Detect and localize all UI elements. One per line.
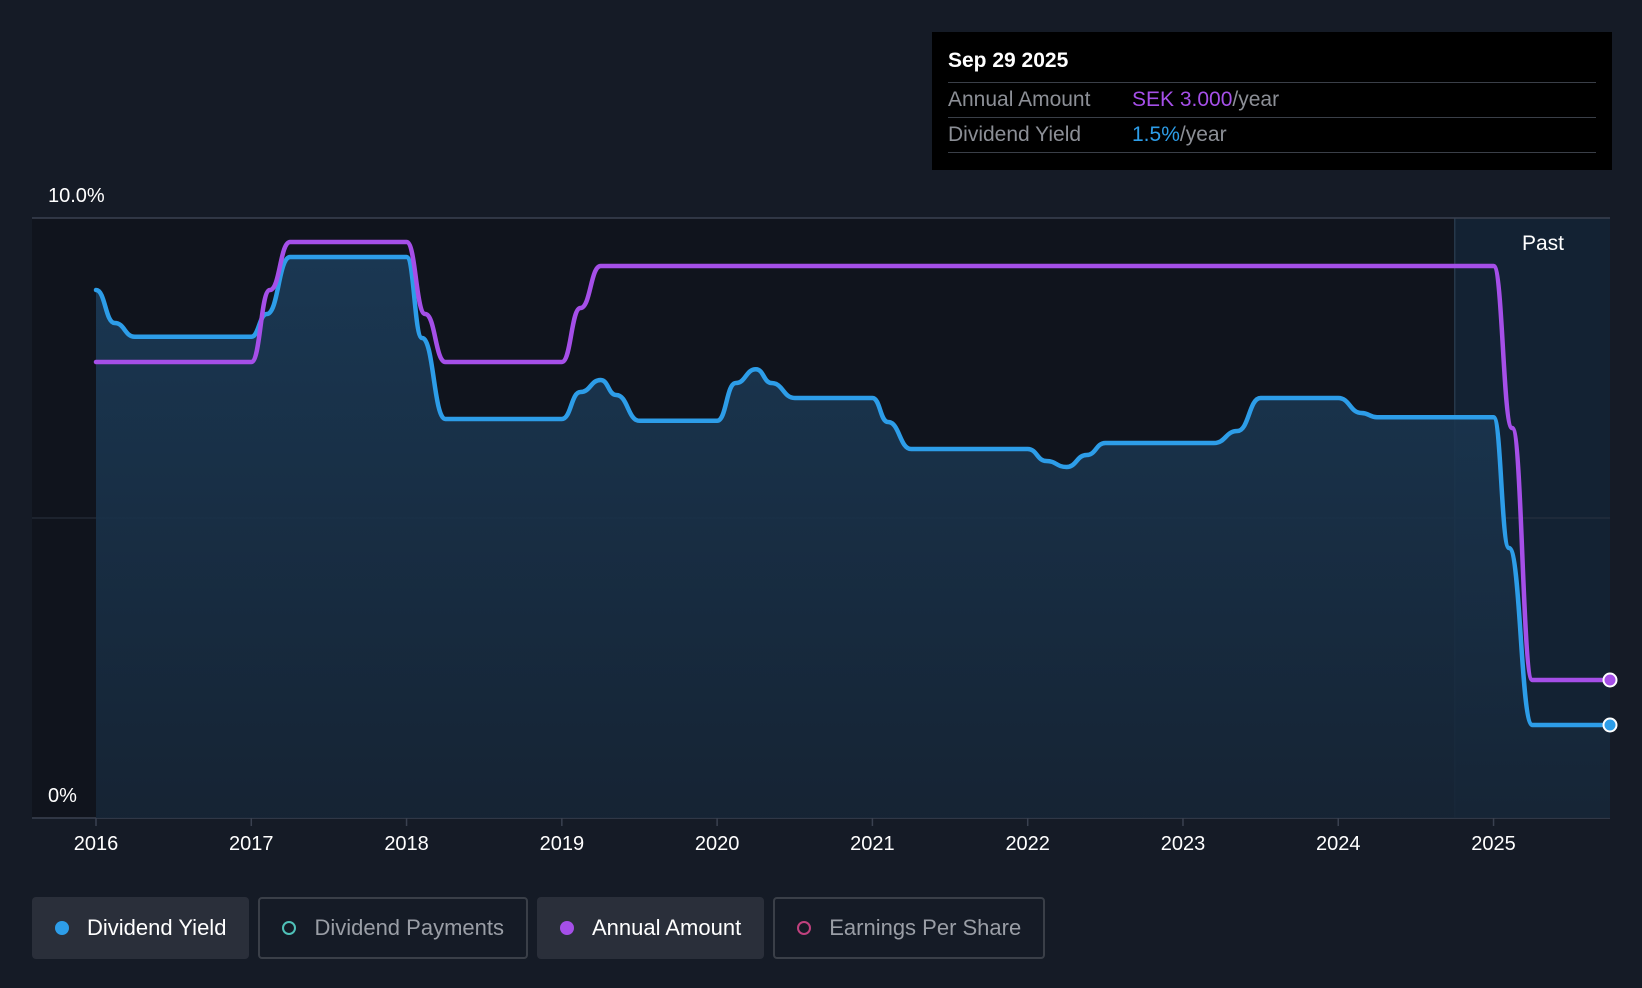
legend-dot-icon xyxy=(55,921,69,935)
legend-label: Earnings Per Share xyxy=(829,915,1022,940)
legend-label: Dividend Payments xyxy=(314,915,504,940)
legend-dividend-yield[interactable]: Dividend Yield xyxy=(32,897,250,959)
tooltip-unit: /year xyxy=(1179,123,1227,146)
legend-earnings-per-share[interactable]: Earnings Per Share xyxy=(773,897,1046,959)
legend-dot-icon xyxy=(282,921,297,935)
chart-tooltip: Sep 29 2025 Annual Amount SEK 3.000 /yea… xyxy=(932,32,1612,170)
legend-annual-amount[interactable]: Annual Amount xyxy=(536,897,765,959)
y-tick-label-bottom: 0% xyxy=(48,785,77,807)
legend-dot-icon xyxy=(797,921,812,935)
x-tick-label: 2022 xyxy=(1005,833,1050,855)
x-tick-label: 2025 xyxy=(1471,833,1516,855)
tooltip-row-annual-amount: Annual Amount SEK 3.000 /year xyxy=(948,83,1596,118)
x-tick-label: 2019 xyxy=(540,833,585,855)
tooltip-value: 1.5% xyxy=(1132,123,1180,146)
legend-label: Annual Amount xyxy=(591,915,742,940)
annual-amount-end-marker xyxy=(1602,672,1618,688)
x-tick-label: 2018 xyxy=(384,833,429,855)
dividend-yield-area xyxy=(96,257,1610,818)
y-tick-label-top: 10.0% xyxy=(48,185,105,207)
chart-legend: Dividend Yield Dividend Payments Annual … xyxy=(32,897,1046,959)
dividend-yield-line xyxy=(93,254,1613,728)
dividend-yield-end-marker xyxy=(1602,717,1618,733)
tooltip-unit: /year xyxy=(1232,88,1280,111)
x-tick-label: 2023 xyxy=(1161,833,1206,855)
past-label: Past xyxy=(1522,232,1564,255)
legend-dividend-payments[interactable]: Dividend Payments xyxy=(258,897,528,959)
x-tick-label: 2017 xyxy=(229,833,274,855)
legend-dot-icon xyxy=(559,921,574,935)
x-tick-label: 2024 xyxy=(1316,833,1361,855)
x-tick-label: 2020 xyxy=(695,833,740,855)
tooltip-label: Dividend Yield xyxy=(948,123,1082,146)
x-tick-label: 2016 xyxy=(74,833,119,855)
tooltip-value: SEK 3.000 xyxy=(1132,88,1233,111)
tooltip-label: Annual Amount xyxy=(948,88,1091,111)
legend-label: Dividend Yield xyxy=(87,915,227,940)
x-tick-label: 2021 xyxy=(850,833,895,855)
tooltip-row-dividend-yield: Dividend Yield 1.5% /year xyxy=(948,118,1596,153)
annual-amount-line xyxy=(93,239,1613,683)
tooltip-date: Sep 29 2025 xyxy=(948,46,1596,83)
